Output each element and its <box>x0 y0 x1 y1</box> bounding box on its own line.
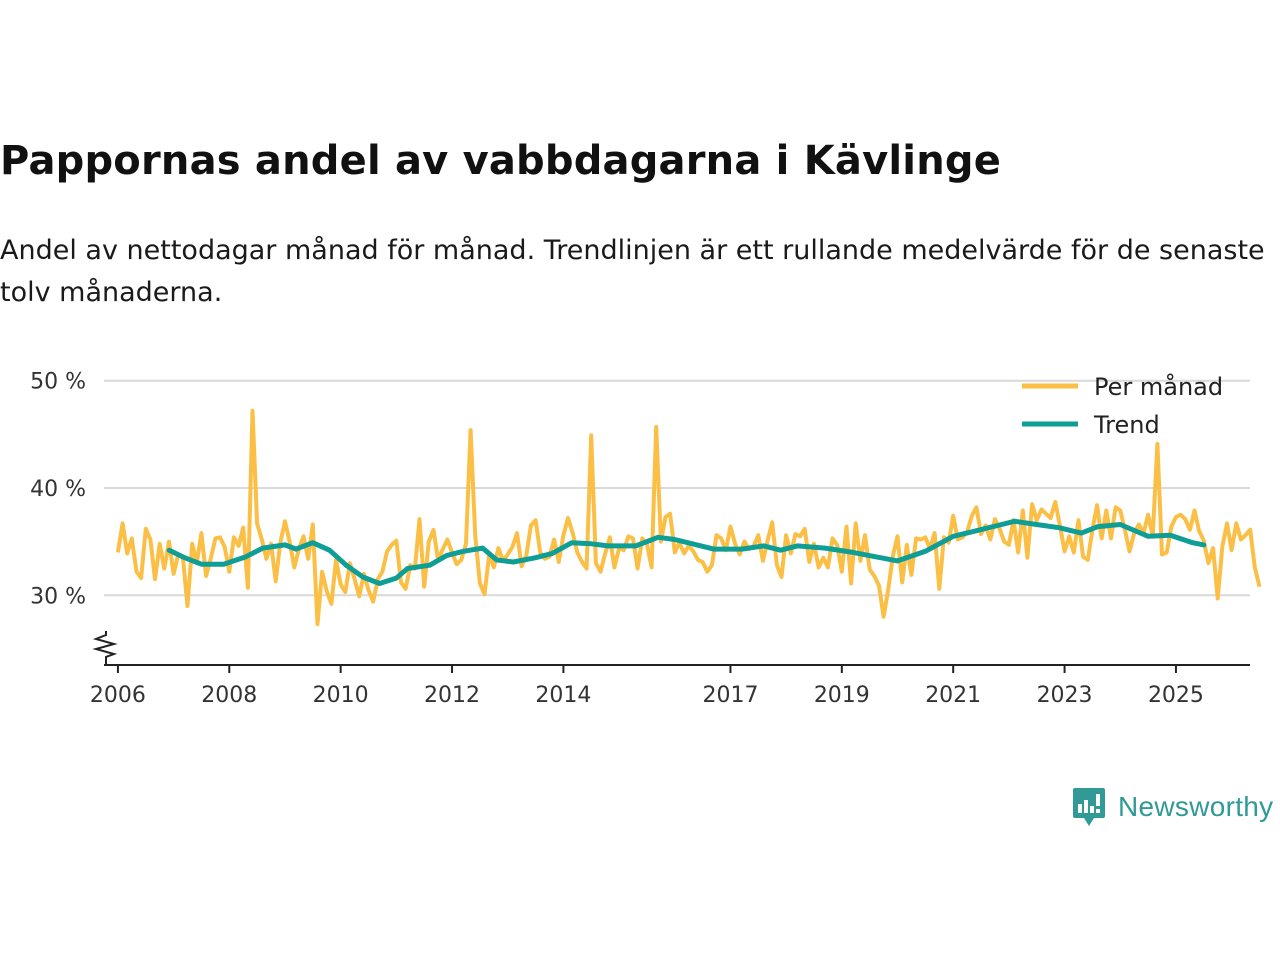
series-lines <box>115 408 1262 627</box>
y-tick-label-40: 40 % <box>30 477 86 502</box>
gridlines <box>104 379 1250 597</box>
y-axis-labels: 30 % 40 % 50 % <box>30 370 86 610</box>
y-axis-break-symbol <box>92 631 118 665</box>
x-tick-label-2014: 2014 <box>535 683 591 708</box>
legend-label-per-manad: Per månad <box>1094 372 1223 401</box>
x-axis-labels: 2006 2008 2010 2012 2014 2017 2019 2021 2023 2025 <box>90 683 1204 708</box>
x-axis <box>92 631 1250 673</box>
newsworthy-logo-icon <box>1073 788 1105 826</box>
x-tick-label-2006: 2006 <box>90 683 146 708</box>
legend: Per månad Trend <box>1022 372 1223 439</box>
x-tick-label-2012: 2012 <box>424 683 480 708</box>
line-chart: 30 % 40 % 50 % 2006 2008 2010 2012 2014 2017 201… <box>30 370 1262 708</box>
x-tick-label-2019: 2019 <box>814 683 870 708</box>
x-tick-label-2023: 2023 <box>1037 683 1093 708</box>
x-tick-label-2021: 2021 <box>925 683 981 708</box>
y-tick-label-50: 50 % <box>30 370 86 395</box>
series-line-per-manad <box>115 408 1262 627</box>
series-line-trend <box>166 518 1207 586</box>
legend-label-trend: Trend <box>1093 411 1160 439</box>
x-tick-label-2017: 2017 <box>702 683 758 708</box>
x-tick-label-2025: 2025 <box>1148 683 1204 708</box>
chart-subtitle: Andel av nettodagar månad för månad. Tre… <box>0 235 1265 308</box>
y-tick-label-30: 30 % <box>30 584 86 609</box>
chart-title: Pappornas andel av vabbdagarna i Kävling… <box>0 138 1002 184</box>
newsworthy-logo: Newsworthy <box>1072 786 1273 828</box>
x-tick-label-2010: 2010 <box>313 683 369 708</box>
brand-name: Newsworthy <box>1118 791 1274 822</box>
x-tick-label-2008: 2008 <box>201 683 257 708</box>
